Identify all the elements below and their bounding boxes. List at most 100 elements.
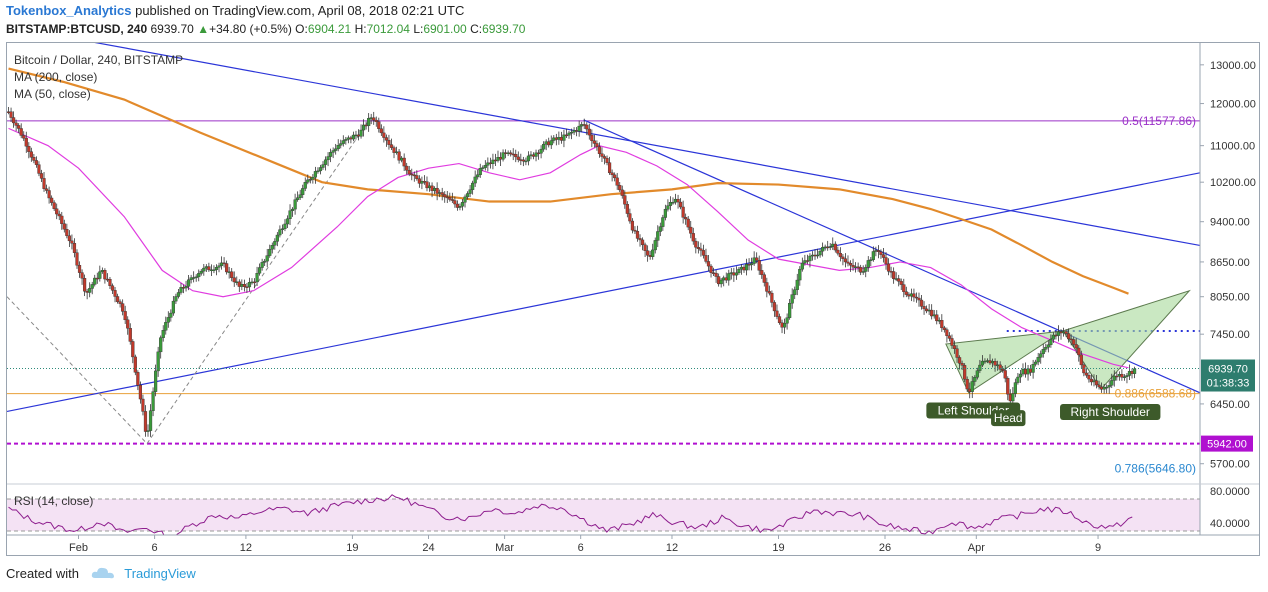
candle-body: [1001, 369, 1005, 371]
candle: [902, 278, 906, 298]
candle: [922, 301, 926, 315]
candle: [965, 376, 969, 392]
candle: [245, 282, 249, 293]
candle: [143, 405, 148, 437]
candle-body: [1072, 339, 1076, 345]
candle: [126, 316, 130, 335]
ma50-line: [8, 127, 1129, 369]
candle-body: [77, 265, 82, 273]
candle: [443, 191, 447, 203]
candle: [668, 196, 673, 211]
candle-body: [29, 151, 33, 158]
candle: [836, 246, 840, 256]
candle: [734, 266, 738, 280]
candle: [377, 117, 381, 133]
candle: [141, 394, 145, 416]
candle-body: [1041, 349, 1045, 354]
candle: [65, 223, 69, 239]
annotation-label: Right Shoulder: [1071, 405, 1150, 419]
candle-body: [90, 284, 94, 289]
candle-body: [194, 276, 198, 279]
ohlc-line: BITSTAMP:BTCUSD, 240 6939.70 ▲+34.80 (+0…: [6, 22, 525, 36]
candle-body: [600, 153, 604, 157]
candle-body: [397, 151, 401, 161]
annotation-label: Head: [994, 411, 1023, 425]
candle: [331, 147, 335, 159]
candle: [379, 124, 383, 136]
candle-body: [24, 137, 28, 147]
candle: [316, 167, 320, 174]
candle-body: [453, 200, 457, 205]
candle-body: [635, 230, 640, 239]
candle-body: [379, 128, 383, 134]
candle: [524, 157, 528, 166]
candle-body: [123, 311, 127, 321]
candle: [539, 145, 543, 159]
candle: [917, 292, 921, 307]
tradingview-cloud-icon[interactable]: [91, 566, 115, 583]
candle-body: [339, 143, 343, 146]
candle-body: [75, 252, 79, 266]
candle: [587, 123, 591, 140]
candle-body: [821, 247, 825, 252]
candle: [296, 191, 300, 202]
candle: [179, 282, 183, 295]
candle: [562, 129, 566, 148]
candle-body: [689, 226, 693, 234]
candle-body: [103, 270, 107, 280]
candle: [681, 200, 685, 224]
candle: [567, 130, 571, 139]
candle: [189, 274, 193, 284]
candle: [795, 273, 799, 296]
candle-body: [760, 270, 764, 275]
candle-body: [143, 411, 148, 432]
candle: [405, 162, 409, 175]
candle-body: [902, 284, 906, 292]
candle: [914, 292, 919, 303]
candle-body: [313, 171, 317, 178]
candle: [265, 248, 269, 268]
candle-body: [156, 351, 160, 372]
candle-body: [942, 327, 946, 330]
candle: [892, 267, 896, 284]
candle-body: [141, 398, 145, 412]
candle: [225, 260, 229, 275]
candle-body: [323, 159, 328, 165]
candle: [689, 220, 693, 239]
candle: [516, 151, 520, 163]
candle: [1067, 328, 1071, 343]
candle: [851, 258, 855, 271]
ma200-legend: MA (200, close): [14, 70, 98, 84]
candle: [460, 199, 465, 211]
candle-body: [699, 248, 703, 251]
candle-body: [587, 128, 591, 136]
candle: [483, 160, 487, 171]
candle: [737, 267, 741, 275]
candle: [34, 156, 39, 168]
candle: [1006, 376, 1010, 401]
candle: [765, 277, 769, 298]
candle-body: [199, 270, 203, 274]
candle: [290, 207, 295, 217]
candle-body: [126, 319, 130, 329]
candle: [1013, 378, 1017, 398]
candle-body: [851, 264, 855, 268]
candle: [311, 174, 315, 184]
candle: [308, 176, 312, 184]
candle: [1056, 325, 1061, 342]
candle: [904, 286, 908, 298]
candle: [1082, 362, 1086, 377]
candle-body: [993, 361, 997, 366]
tradingview-link[interactable]: TradingView: [124, 566, 196, 581]
candle: [199, 269, 203, 276]
candle-body: [115, 296, 120, 302]
candle: [653, 237, 657, 254]
candle-body: [263, 260, 267, 263]
candle: [1051, 332, 1056, 343]
candle: [798, 266, 802, 286]
candle: [1115, 372, 1119, 381]
author-name[interactable]: Tokenbox_Analytics: [6, 3, 132, 18]
candle-body: [1018, 373, 1023, 378]
candle-body: [897, 278, 901, 282]
